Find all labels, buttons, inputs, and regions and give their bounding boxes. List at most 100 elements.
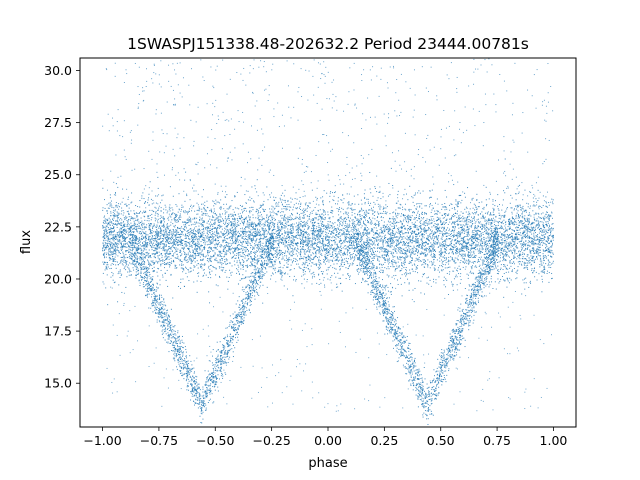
data-point: [491, 260, 493, 262]
data-point: [206, 260, 208, 262]
data-point: [299, 234, 301, 236]
data-point: [416, 241, 418, 243]
data-point: [170, 229, 172, 231]
data-point: [483, 226, 485, 228]
data-point: [403, 215, 405, 217]
data-point: [466, 221, 468, 223]
data-point: [458, 227, 460, 229]
data-point: [315, 253, 317, 255]
data-point: [485, 186, 487, 188]
data-point: [181, 226, 183, 228]
data-point: [363, 217, 365, 219]
data-point: [449, 238, 451, 240]
data-point: [278, 226, 280, 228]
data-point: [416, 242, 418, 244]
data-point: [335, 286, 337, 288]
data-point: [216, 228, 218, 230]
data-point: [250, 251, 252, 253]
data-point: [381, 246, 383, 248]
data-point: [142, 260, 144, 262]
data-point: [451, 250, 453, 252]
data-point: [307, 228, 309, 230]
data-point: [124, 239, 126, 241]
data-point: [423, 253, 425, 255]
data-point: [472, 265, 474, 267]
data-point: [162, 246, 164, 248]
data-point: [278, 269, 280, 271]
data-point: [245, 270, 247, 272]
data-point: [343, 231, 345, 233]
data-point: [269, 194, 271, 196]
data-point: [299, 196, 301, 198]
data-point: [488, 234, 490, 236]
data-point: [360, 223, 362, 225]
data-point: [516, 277, 518, 279]
data-point: [177, 220, 179, 222]
data-point: [357, 194, 359, 196]
data-point: [280, 228, 282, 230]
data-point: [282, 267, 284, 269]
data-point: [108, 242, 110, 244]
data-point: [152, 253, 154, 255]
data-point: [482, 216, 484, 218]
data-point: [318, 273, 320, 275]
data-point: [199, 237, 201, 239]
data-point: [326, 255, 328, 256]
data-point: [343, 217, 345, 219]
data-point: [179, 219, 181, 221]
data-point: [485, 240, 487, 242]
data-point: [276, 233, 278, 235]
data-point: [107, 252, 109, 254]
data-point: [125, 232, 127, 234]
data-point: [235, 230, 237, 232]
data-point: [251, 263, 253, 265]
data-point: [235, 234, 237, 236]
data-point: [348, 204, 350, 206]
data-point: [226, 276, 228, 278]
data-point: [527, 219, 529, 221]
data-point: [188, 238, 190, 240]
data-point: [313, 226, 315, 228]
data-point: [435, 226, 437, 228]
data-point: [204, 205, 206, 207]
data-point: [500, 218, 502, 220]
data-point: [462, 230, 464, 232]
data-point: [439, 265, 441, 267]
data-point: [476, 211, 478, 213]
data-point: [492, 288, 494, 289]
data-point: [260, 235, 262, 237]
data-point: [226, 211, 228, 213]
data-point: [311, 241, 313, 243]
data-point: [527, 260, 529, 262]
data-point: [378, 222, 380, 224]
data-point: [272, 263, 274, 265]
data-point: [302, 224, 304, 226]
data-point: [546, 270, 548, 272]
data-point: [308, 234, 310, 236]
data-point: [322, 271, 324, 273]
data-point: [331, 260, 333, 262]
data-point: [380, 239, 382, 241]
data-point: [335, 268, 337, 270]
data-point: [236, 240, 238, 242]
data-point: [551, 217, 553, 219]
data-point: [159, 202, 161, 204]
data-point: [215, 240, 217, 242]
data-point: [273, 247, 275, 249]
data-point: [229, 248, 231, 250]
data-point: [358, 220, 360, 222]
data-point: [304, 253, 306, 255]
data-point: [231, 239, 233, 241]
data-point: [240, 234, 242, 236]
data-point: [409, 238, 411, 240]
data-point: [104, 256, 106, 258]
data-point: [115, 264, 117, 266]
data-point: [460, 194, 462, 196]
data-point: [460, 268, 462, 270]
data-point: [141, 222, 143, 224]
data-point: [104, 207, 106, 209]
data-point: [362, 232, 364, 234]
data-point: [267, 224, 269, 226]
data-point: [482, 214, 484, 216]
data-point: [400, 252, 402, 254]
